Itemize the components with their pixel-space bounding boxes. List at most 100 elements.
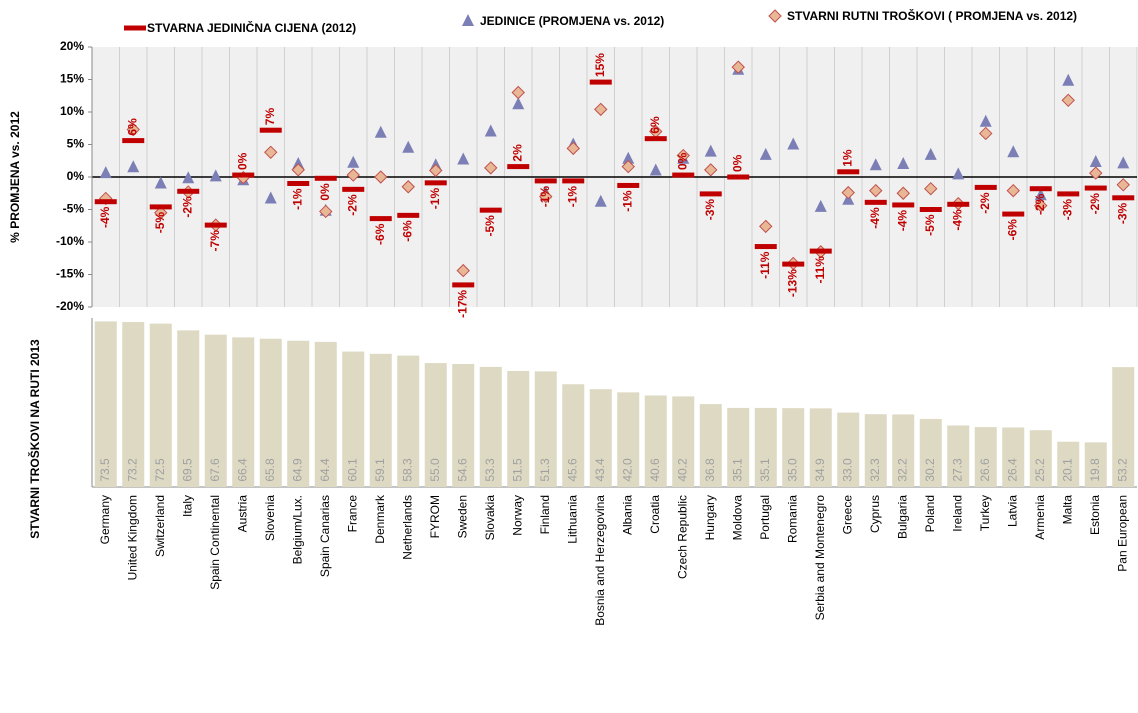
dash-marker [342,186,365,192]
bar-value-label: 33.0 [840,458,854,482]
bar-value-label: 73.5 [98,458,112,482]
dash-marker [699,191,722,197]
triangle-marker [594,194,607,207]
dash-marker [947,201,970,207]
dash-marker [424,180,447,186]
dash-marker [837,169,860,175]
x-tick-label: France [345,495,359,533]
triangle-marker [127,160,140,173]
bar-value-label: 60.1 [345,458,359,482]
x-tick-label: Hungary [703,495,717,540]
bar-value-label: 35.0 [785,458,799,482]
triangle-marker [1089,155,1102,168]
x-tick-label: FYROM [428,495,442,538]
bar [589,389,612,487]
bar-value-label: 53.2 [1115,458,1129,482]
data-label: -5% [153,212,167,234]
legend-marker [124,25,146,31]
dash-marker [204,222,227,228]
bar-value-label: 43.4 [593,458,607,482]
y-tick-label: -20% [56,299,84,313]
y-tick-label: 5% [67,137,85,151]
y-axis-title: STVARNI TROŠKOVI NA RUTI 2013 [27,339,42,539]
dash-marker [534,178,557,184]
data-label: -4% [98,206,112,228]
bar [919,418,942,487]
diamond-marker [1034,198,1048,213]
dash-marker [314,175,337,181]
x-tick-label: Sweden [455,495,469,538]
triangle-marker [1062,73,1075,86]
triangle-marker [759,147,772,160]
bar-value-label: 34.9 [813,458,827,482]
bar [617,392,640,487]
triangle-marker [869,158,882,171]
data-label: -6% [1005,219,1019,241]
x-tick-label: Slovakia [483,495,497,541]
bar-value-label: 59.1 [373,458,387,482]
data-label: -4% [868,207,882,229]
diamond-marker [484,161,498,175]
data-label: 7% [263,108,277,126]
data-label: -3% [703,199,717,221]
bar [864,414,887,487]
triangle-marker [1007,145,1020,158]
x-tick-label: Bosnia and Herzegovina [593,495,607,626]
bar-value-label: 66.4 [235,458,249,482]
dash-marker [452,282,475,288]
dash-marker [177,188,200,194]
bar-value-label: 51.5 [510,458,524,482]
diamond-marker [126,122,140,137]
bar [837,412,860,487]
bar [892,414,915,487]
triangle-marker [347,155,360,168]
triangle-marker [402,140,415,153]
y-tick-label: 0% [67,169,85,183]
bar-value-label: 73.2 [125,458,139,482]
dash-marker [122,138,145,144]
data-label: 15% [593,53,607,77]
bar [397,355,420,487]
bar [947,425,970,487]
bar-value-label: 20.1 [1060,458,1074,482]
bar-value-label: 72.5 [153,458,167,482]
dash-marker [1112,195,1135,201]
dash-marker [1029,186,1052,192]
data-label: -2% [345,194,359,216]
triangle-marker [457,152,470,165]
bar [314,341,337,487]
dash-marker [94,199,117,205]
bar [149,323,172,487]
x-tick-label: Romania [785,495,799,543]
diamond-marker [346,168,360,182]
dash-marker [562,178,585,184]
dash-marker [1057,191,1080,197]
x-tick-label: Switzerland [153,495,167,557]
bar-value-label: 67.6 [208,458,222,482]
bar-value-label: 35.1 [730,458,744,482]
triangle-marker [1034,188,1047,201]
bar-value-label: 64.9 [290,458,304,482]
dash-marker [864,199,887,205]
triangle-marker [787,137,800,150]
data-label: -2% [1033,193,1047,215]
diamond-marker [621,159,635,174]
bar-value-label: 53.3 [483,458,497,482]
triangle-marker [512,97,525,110]
data-label: -1% [538,186,552,208]
x-tick-label: Bulgaria [895,495,909,539]
bar [754,407,777,487]
x-tick-label: Serbia and Montenegro [813,495,827,621]
bar-value-label: 32.3 [868,458,882,482]
bar [534,371,557,487]
triangle-marker [704,144,717,157]
triangle-marker [154,176,167,189]
x-tick-label: Croatia [648,495,662,534]
bar [452,363,475,487]
triangle-marker [182,171,195,184]
data-label: -4% [950,209,964,231]
x-tick-label: Turkey [978,495,992,531]
diamond-marker [429,163,443,178]
bar-value-label: 55.0 [428,458,442,482]
x-tick-label: Cyprus [868,495,882,533]
